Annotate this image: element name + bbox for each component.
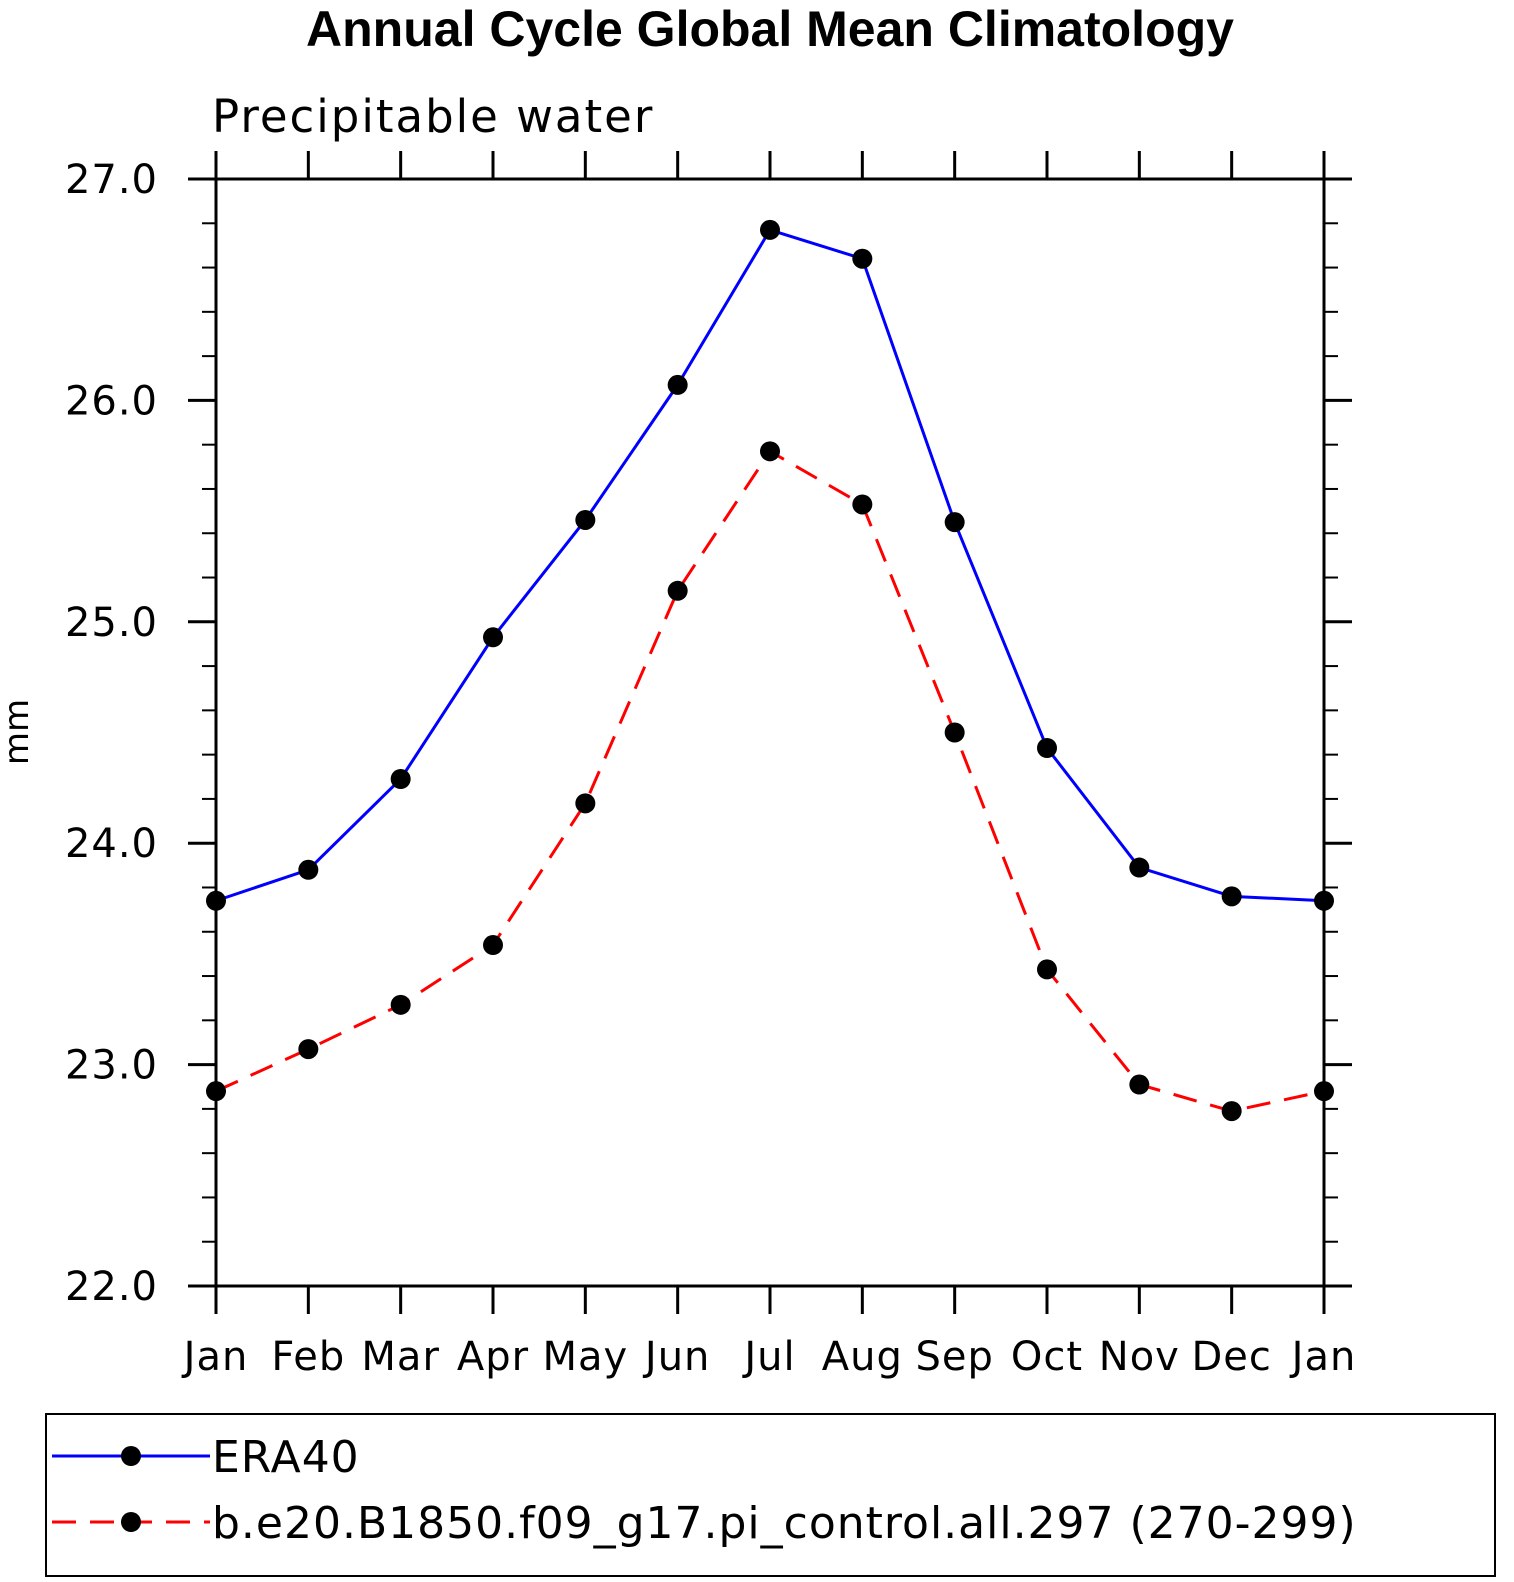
axis-ticks [188, 151, 1352, 1314]
x-tick-label: Jul [741, 1334, 795, 1380]
data-point-0 [944, 512, 965, 533]
y-tick-label: 27.0 [65, 157, 158, 203]
x-tick-label: Jan [181, 1334, 249, 1380]
data-point-0 [1221, 886, 1242, 907]
y-tick-label: 25.0 [65, 600, 158, 646]
data-point-1 [1314, 1081, 1334, 1102]
data-point-0 [483, 627, 503, 648]
series-line-1 [215, 449, 1325, 1113]
data-point-0 [1129, 857, 1150, 878]
chart-subtitle: Precipitable water [212, 90, 654, 143]
x-tick-label: Dec [1191, 1334, 1271, 1380]
x-tick-label: Feb [271, 1334, 345, 1380]
series-layer [206, 219, 1334, 1122]
x-tick-label: May [542, 1334, 628, 1380]
x-tick-label: Aug [822, 1334, 903, 1380]
data-point-1 [1037, 959, 1057, 980]
x-tick-label: Nov [1099, 1334, 1180, 1380]
y-tick-label: 24.0 [65, 821, 158, 867]
data-point-1 [667, 580, 688, 601]
data-point-0 [298, 859, 319, 880]
data-point-0 [1037, 737, 1057, 758]
y-tick-label: 22.0 [65, 1264, 158, 1310]
x-tick-label: Jan [1289, 1334, 1357, 1380]
data-point-1 [483, 935, 503, 956]
data-point-1 [760, 441, 780, 462]
plot-frame [214, 177, 1326, 1288]
x-tick-label: Apr [457, 1334, 529, 1380]
legend-marker-era40 [121, 1446, 141, 1466]
data-point-1 [298, 1039, 319, 1060]
x-tick-label: Jun [642, 1334, 711, 1380]
data-point-0 [206, 890, 226, 911]
data-point-1 [944, 722, 965, 743]
data-point-0 [1314, 890, 1334, 911]
x-tick-label: Sep [915, 1334, 993, 1380]
x-tick-labels: Jan Feb Mar Apr May Jun Jul Aug Sep Oct Nov Dec Jan [181, 1334, 1357, 1380]
data-point-0 [667, 374, 688, 395]
legend-label-era40: ERA40 [212, 1432, 360, 1483]
x-tick-label: Mar [361, 1334, 439, 1380]
data-point-1 [1129, 1074, 1150, 1095]
legend-label-model: b.e20.B1850.f09_g17.pi_control.all.297 (… [212, 1498, 1357, 1549]
y-tick-labels: 22.0 23.0 24.0 25.0 26.0 27.0 [65, 157, 158, 1310]
legend-box [45, 1413, 1496, 1577]
y-tick-label: 26.0 [65, 378, 158, 424]
series-line-0 [215, 228, 1325, 903]
legend: ERA40 b.e20.B1850.f09_g17.pi_control.all… [45, 1413, 1496, 1577]
y-axis-label: mm [0, 699, 37, 765]
data-point-1 [852, 494, 873, 515]
data-point-0 [575, 509, 596, 530]
data-point-1 [206, 1081, 226, 1102]
data-point-0 [760, 219, 780, 240]
data-point-0 [390, 768, 411, 789]
data-point-1 [1221, 1101, 1242, 1122]
data-point-0 [852, 248, 873, 269]
legend-marker-model [121, 1512, 141, 1532]
data-point-1 [390, 994, 411, 1015]
data-point-1 [575, 793, 596, 814]
x-tick-label: Oct [1011, 1334, 1083, 1380]
chart-title: Annual Cycle Global Mean Climatology [306, 1, 1234, 57]
y-tick-label: 23.0 [65, 1043, 158, 1089]
